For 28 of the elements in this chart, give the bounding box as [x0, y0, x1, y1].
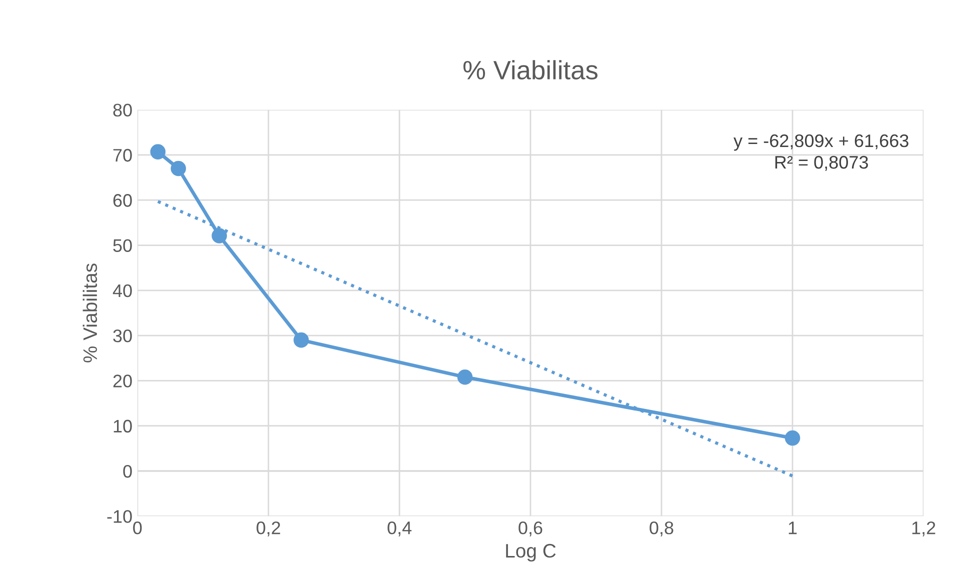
y-tick-label: 50 [113, 239, 132, 252]
point [784, 430, 800, 446]
annotation: y = -62,809x + 61,663 [734, 134, 908, 151]
y-tick-label: 30 [113, 329, 132, 342]
x-tick-label: 0,2 [256, 521, 280, 536]
y-tick-label: 20 [113, 374, 132, 388]
annotation: R² = 0,8073 [775, 156, 868, 171]
y-tick-label: 60 [113, 194, 132, 207]
x-axis-title: Log C [506, 544, 556, 562]
point [170, 160, 186, 176]
point [150, 144, 166, 160]
point [294, 332, 309, 348]
chart-title: % Viabilitas [463, 60, 598, 80]
x-tick-label: 0 [133, 521, 142, 534]
y-tick-label: 10 [114, 420, 132, 433]
x-tick-label: 1 [788, 522, 797, 534]
y-tick-label: 40 [112, 284, 132, 298]
x-tick-label: 1,2 [912, 521, 936, 536]
point [212, 228, 227, 244]
point [457, 369, 473, 385]
y-tick-label: 70 [113, 148, 132, 162]
y-tick-label: 0 [123, 464, 132, 478]
x-tick-label: 0,6 [518, 521, 542, 536]
y-tick-label: 80 [113, 104, 132, 117]
y-tick-label: -10 [107, 510, 132, 523]
x-tick-label: 0,8 [650, 521, 674, 536]
y-axis-title: % Viabilitas [82, 264, 98, 362]
x-tick-label: 0,4 [388, 521, 412, 536]
